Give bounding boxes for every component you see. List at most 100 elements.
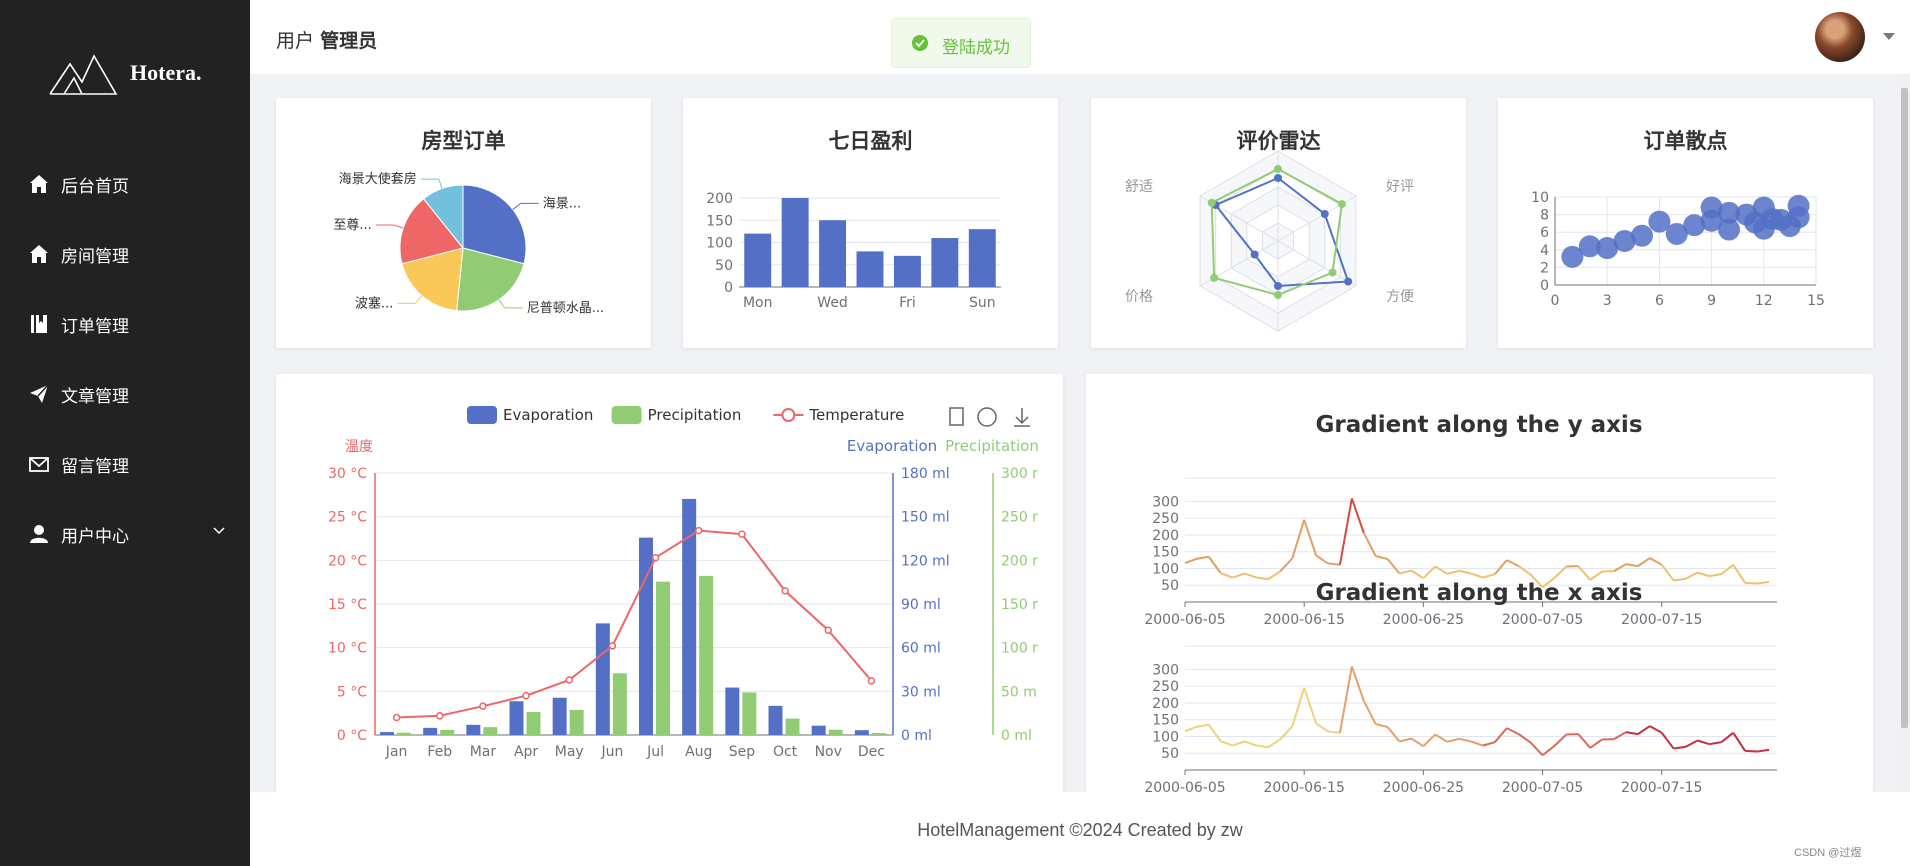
bar — [397, 732, 411, 735]
temperature-point — [436, 712, 444, 720]
series-segment — [1350, 666, 1365, 702]
series-segment — [1279, 557, 1293, 572]
legend-swatch — [781, 408, 796, 422]
radar-indicator-label: 好评 — [1386, 179, 1414, 195]
series-segment — [1506, 727, 1520, 736]
toast-text: 登陆成功 — [942, 38, 1010, 58]
bar — [893, 255, 921, 287]
radar-point — [1274, 174, 1282, 182]
scatter-point — [1596, 237, 1619, 260]
radar-point — [1210, 273, 1219, 282]
logo[interactable]: Hotera. — [48, 50, 201, 96]
series-segment — [1553, 733, 1568, 747]
series-segment — [1745, 581, 1758, 585]
series-segment — [1649, 725, 1663, 734]
x-tick-label: Jan — [385, 744, 408, 760]
series-segment — [1660, 564, 1675, 582]
bar — [552, 697, 567, 735]
gradient-chart-card: Gradient along the y axis 50 100 150 200 250 3… — [1086, 374, 1873, 792]
sidebar-item-user-center[interactable]: 用户中心 — [0, 508, 250, 558]
scatter-point — [1561, 245, 1584, 268]
bar — [595, 623, 610, 735]
series-segment — [1184, 557, 1198, 565]
series-segment — [1494, 559, 1508, 575]
home-icon — [30, 175, 48, 193]
y-tick-label: 6 — [1540, 225, 1549, 241]
sidebar-item-dashboard[interactable]: 后台首页 — [0, 158, 250, 208]
sidebar-item-rooms[interactable]: 房间管理 — [0, 228, 250, 278]
series-segment — [1267, 738, 1281, 749]
avatar[interactable] — [1815, 12, 1865, 62]
pie-chart-card: 房型订单 海景... 尼普顿水晶... 波塞... 至尊... 海景大使套房 — [276, 98, 651, 348]
bar — [639, 537, 653, 735]
series-segment — [1541, 745, 1556, 757]
scrollbar-thumb[interactable] — [1901, 88, 1908, 728]
y-tick-label: 50 m — [1001, 684, 1037, 700]
user-name: 管理员 — [320, 30, 378, 52]
bar — [811, 725, 826, 735]
bar — [854, 730, 869, 735]
y-tick-label: 120 ml — [901, 553, 950, 569]
sidebar-item-messages[interactable]: 留言管理 — [0, 438, 250, 488]
chevron-down-icon[interactable] — [212, 526, 226, 536]
series-segment — [1362, 700, 1377, 725]
radar-point — [1250, 250, 1259, 259]
legend-swatch — [467, 406, 497, 424]
series-segment — [1673, 745, 1686, 750]
axis-name: 温度 — [345, 439, 373, 455]
series-segment — [1446, 737, 1460, 743]
success-toast: 登陆成功 — [891, 18, 1031, 68]
pie-label-line — [375, 224, 404, 229]
x-tick-label: May — [555, 744, 584, 760]
bar — [828, 729, 843, 735]
pie-label: 至尊... — [333, 217, 371, 233]
scrollbar[interactable] — [1899, 74, 1910, 792]
series-segment — [1732, 732, 1746, 752]
series-segment — [1386, 558, 1401, 575]
series-segment — [1196, 723, 1210, 728]
bar — [785, 718, 800, 735]
scatter-point — [1718, 201, 1740, 224]
series-segment — [1220, 740, 1234, 747]
y-tick-label: 150 — [1152, 545, 1179, 561]
series-segment — [1506, 559, 1520, 568]
bar — [423, 727, 438, 735]
sidebar-item-orders[interactable]: 订单管理 — [0, 298, 250, 348]
series-segment — [1399, 569, 1412, 575]
radar-indicator-label: 方便 — [1386, 289, 1414, 305]
series-segment — [1577, 733, 1591, 749]
series-segment — [1350, 498, 1365, 534]
chart-title: Gradient along the x axis — [1316, 580, 1643, 606]
series-segment — [1494, 727, 1508, 743]
footer: HotelManagement ©2024 Created by zw — [250, 792, 1910, 866]
y-tick-label: 15 °C — [328, 597, 367, 613]
series-segment — [1446, 569, 1460, 575]
radar-point — [1274, 282, 1282, 290]
series-segment — [1529, 741, 1544, 756]
x-tick-label: 2000-06-15 — [1263, 612, 1344, 628]
scatter-point — [1631, 224, 1653, 247]
x-tick-label: Jun — [600, 744, 623, 760]
series-segment — [1291, 519, 1306, 559]
y-tick-label: 200 — [1152, 528, 1179, 544]
series-segment — [1375, 723, 1388, 729]
axis-name: Precipitation — [945, 437, 1039, 455]
temperature-point — [738, 530, 746, 538]
sidebar-item-articles[interactable]: 文章管理 — [0, 368, 250, 418]
caret-down-icon[interactable] — [1883, 33, 1895, 40]
x-tick-label: 2000-07-15 — [1621, 612, 1702, 628]
scatter-point — [1665, 222, 1688, 245]
series-segment — [1458, 569, 1472, 575]
scatter-point — [1613, 230, 1636, 252]
series-segment — [1410, 737, 1424, 748]
y-tick-label: 90 ml — [901, 597, 941, 613]
mountain-logo-icon — [49, 54, 118, 95]
header-user: 用户 管理员 — [276, 26, 377, 53]
series-segment — [1697, 571, 1710, 578]
y-tick-label: 30 °C — [328, 466, 367, 482]
y-tick-label: 50 — [1161, 746, 1179, 762]
pie-label: 海景大使套房 — [339, 171, 417, 187]
series-segment — [1434, 565, 1448, 575]
bar — [781, 198, 809, 287]
series-segment — [1422, 565, 1436, 579]
